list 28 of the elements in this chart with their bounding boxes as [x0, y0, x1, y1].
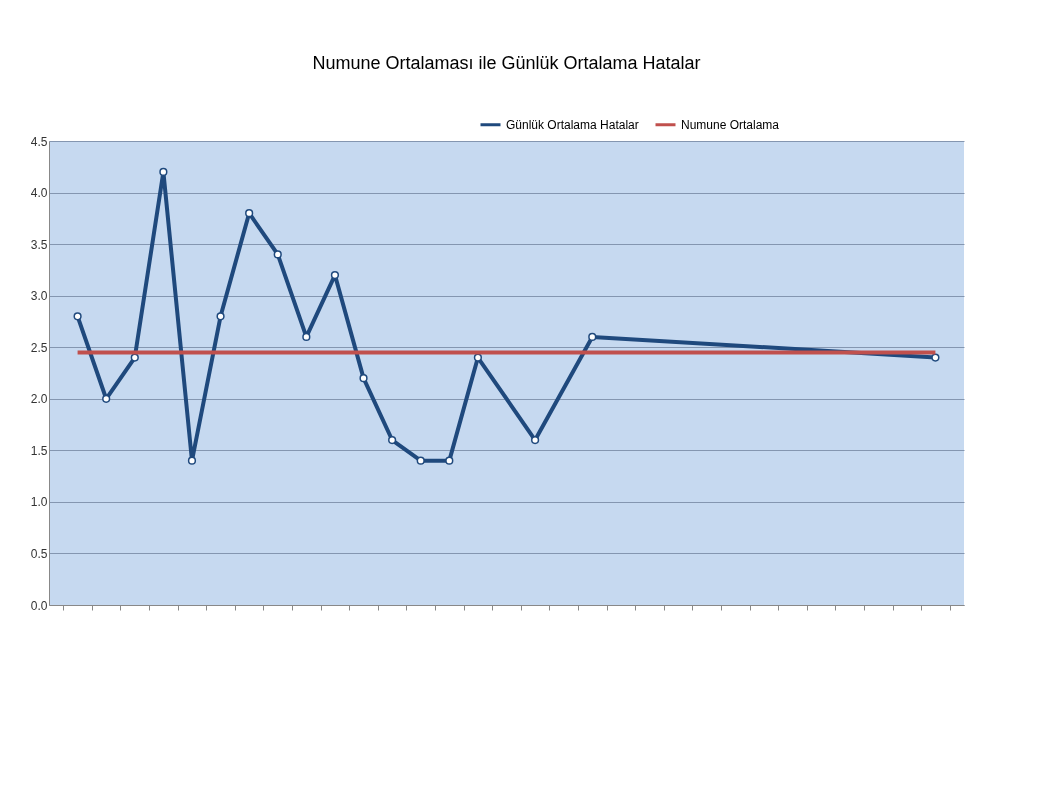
- point: [473, 353, 483, 362]
- y-tick-label: 2.5: [30, 340, 48, 355]
- y-tick-label: 3.0: [30, 289, 48, 304]
- point: [330, 270, 340, 280]
- point: [73, 312, 82, 321]
- y-tick-label: 3.5: [30, 237, 48, 252]
- y-tick-label: 2.0: [30, 392, 48, 407]
- point: [931, 353, 940, 362]
- legend-label: Günlük Ortalama Hatalar: [506, 117, 639, 132]
- y-tick-label: 0.5: [30, 546, 48, 561]
- y-tick-label: 1.5: [30, 443, 48, 458]
- point: [130, 353, 139, 362]
- point: [588, 332, 597, 342]
- point: [159, 167, 168, 177]
- legend-label: Numune Ortalama: [681, 117, 780, 132]
- y-tick-label: 4.0: [30, 186, 48, 201]
- point: [359, 374, 368, 383]
- point: [445, 456, 454, 465]
- point: [216, 312, 225, 321]
- point: [416, 456, 425, 465]
- point: [388, 435, 397, 445]
- y-tick-label: 4.5: [30, 134, 48, 149]
- chart-title: Numune Ortalaması ile Günlük Ortalama Hatalar: [312, 53, 701, 73]
- point: [273, 250, 282, 259]
- point: [187, 456, 197, 465]
- point: [245, 209, 254, 218]
- y-tick-label: 1.0: [30, 495, 48, 510]
- y-tick-label: 0.0: [30, 598, 48, 613]
